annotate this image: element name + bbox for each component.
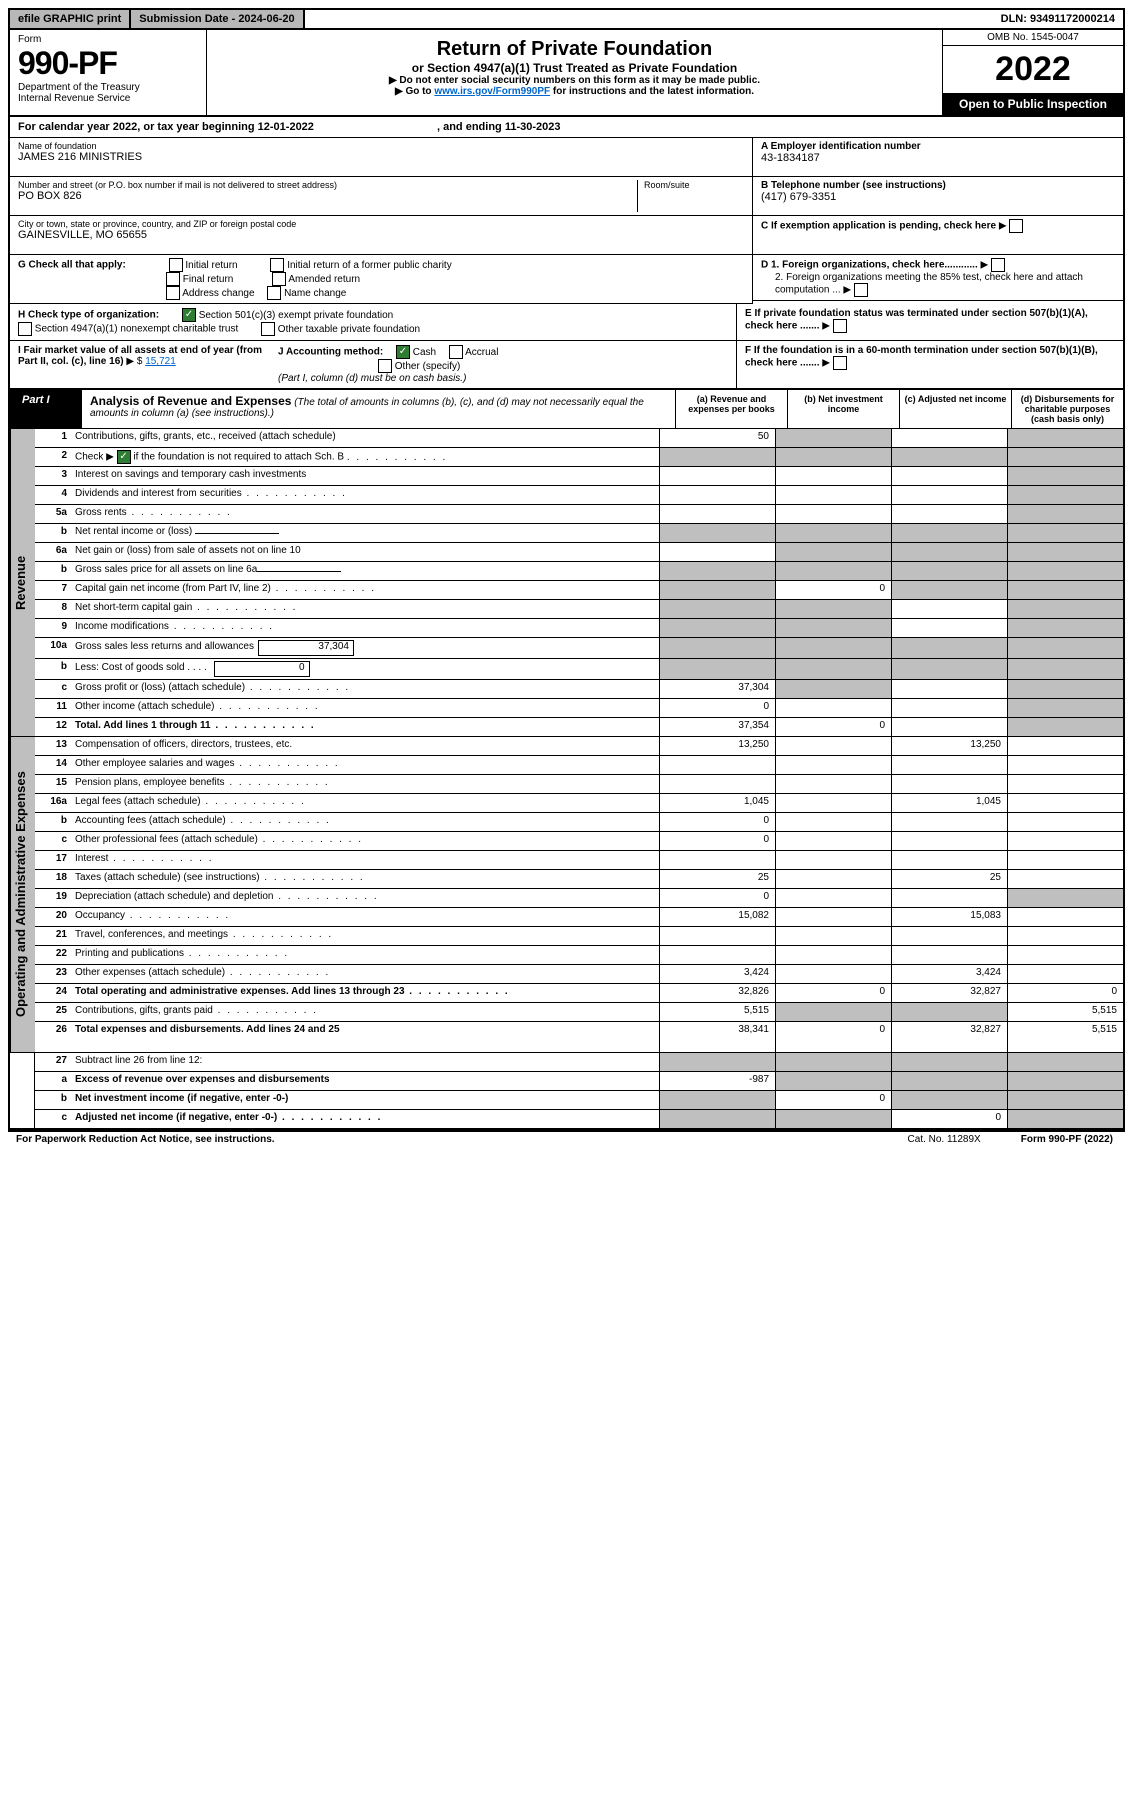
submission-date: Submission Date - 2024-06-20 (131, 10, 304, 28)
irs-link[interactable]: www.irs.gov/Form990PF (434, 86, 550, 97)
checkbox-amended[interactable] (272, 272, 286, 286)
checkbox-cash[interactable] (396, 345, 410, 359)
fmv-link[interactable]: 15,721 (145, 356, 176, 367)
footer-left: For Paperwork Reduction Act Notice, see … (16, 1134, 275, 1145)
ein-cell: A Employer identification number 43-1834… (753, 138, 1123, 177)
revenue-label: Revenue (10, 429, 35, 736)
checkbox-other-method[interactable] (378, 359, 392, 373)
form-label: Form (18, 34, 198, 45)
tax-year: 2022 (943, 46, 1123, 93)
checkbox-e[interactable] (833, 319, 847, 333)
col-a-header: (a) Revenue and expenses per books (675, 390, 787, 428)
section-g: G Check all that apply: Initial return I… (10, 255, 752, 304)
efile-print-button[interactable]: efile GRAPHIC print (10, 10, 131, 28)
phone-cell: B Telephone number (see instructions) (4… (753, 177, 1123, 216)
address-cell: Number and street (or P.O. box number if… (10, 177, 752, 216)
page-footer: For Paperwork Reduction Act Notice, see … (8, 1132, 1121, 1147)
checkbox-initial-former[interactable] (270, 258, 284, 272)
checkbox-initial[interactable] (169, 258, 183, 272)
col-c-header: (c) Adjusted net income (899, 390, 1011, 428)
form-number: 990-PF (18, 45, 198, 82)
year-block: OMB No. 1545-0047 2022 Open to Public In… (942, 30, 1123, 115)
dept-treasury: Department of the Treasury (18, 82, 198, 93)
checkbox-final[interactable] (166, 272, 180, 286)
checkbox-501c3[interactable] (182, 308, 196, 322)
checkbox-f[interactable] (833, 356, 847, 370)
checkbox-address[interactable] (166, 286, 180, 300)
checkbox-4947[interactable] (18, 322, 32, 336)
footer-catno: Cat. No. 11289X (908, 1134, 981, 1145)
expenses-section: Operating and Administrative Expenses 13… (10, 737, 1123, 1053)
form-title-block: Return of Private Foundation or Section … (207, 30, 942, 115)
checkbox-name[interactable] (267, 286, 281, 300)
section-ij: I Fair market value of all assets at end… (10, 341, 1123, 389)
line-27-section: 27Subtract line 26 from line 12: aExcess… (10, 1053, 1123, 1130)
section-d: D 1. Foreign organizations, check here..… (753, 255, 1123, 301)
expenses-label: Operating and Administrative Expenses (10, 737, 35, 1052)
revenue-section: Revenue 1Contributions, gifts, grants, e… (10, 429, 1123, 737)
entity-info: Name of foundation JAMES 216 MINISTRIES … (10, 138, 1123, 304)
col-b-header: (b) Net investment income (787, 390, 899, 428)
form-subtitle: or Section 4947(a)(1) Trust Treated as P… (215, 61, 934, 75)
form-title: Return of Private Foundation (215, 38, 934, 61)
dln-number: DLN: 93491172000214 (993, 10, 1123, 28)
footer-form: Form 990-PF (2022) (1021, 1134, 1113, 1145)
omb-number: OMB No. 1545-0047 (943, 30, 1123, 46)
part-title: Analysis of Revenue and Expenses (The to… (82, 390, 675, 428)
checkbox-d2[interactable] (854, 283, 868, 297)
calendar-year-row: For calendar year 2022, or tax year begi… (10, 117, 1123, 138)
instr-1: ▶ Do not enter social security numbers o… (215, 75, 934, 86)
form-id-block: Form 990-PF Department of the Treasury I… (10, 30, 207, 115)
part-label: Part I (10, 390, 82, 428)
checkbox-c[interactable] (1009, 219, 1023, 233)
top-bar: efile GRAPHIC print Submission Date - 20… (10, 10, 1123, 30)
section-h: H Check type of organization: Section 50… (10, 304, 1123, 341)
col-d-header: (d) Disbursements for charitable purpose… (1011, 390, 1123, 428)
checkbox-accrual[interactable] (449, 345, 463, 359)
irs-label: Internal Revenue Service (18, 93, 198, 104)
instr-2: ▶ Go to www.irs.gov/Form990PF for instru… (215, 86, 934, 97)
form-header: Form 990-PF Department of the Treasury I… (10, 30, 1123, 117)
public-inspection: Open to Public Inspection (943, 93, 1123, 115)
checkbox-d1[interactable] (991, 258, 1005, 272)
section-c: C If exemption application is pending, c… (753, 216, 1123, 255)
city-cell: City or town, state or province, country… (10, 216, 752, 255)
part-1-header: Part I Analysis of Revenue and Expenses … (10, 389, 1123, 429)
foundation-name-cell: Name of foundation JAMES 216 MINISTRIES (10, 138, 752, 177)
form-container: efile GRAPHIC print Submission Date - 20… (8, 8, 1125, 1132)
checkbox-other-tax[interactable] (261, 322, 275, 336)
checkbox-schb[interactable] (117, 450, 131, 464)
